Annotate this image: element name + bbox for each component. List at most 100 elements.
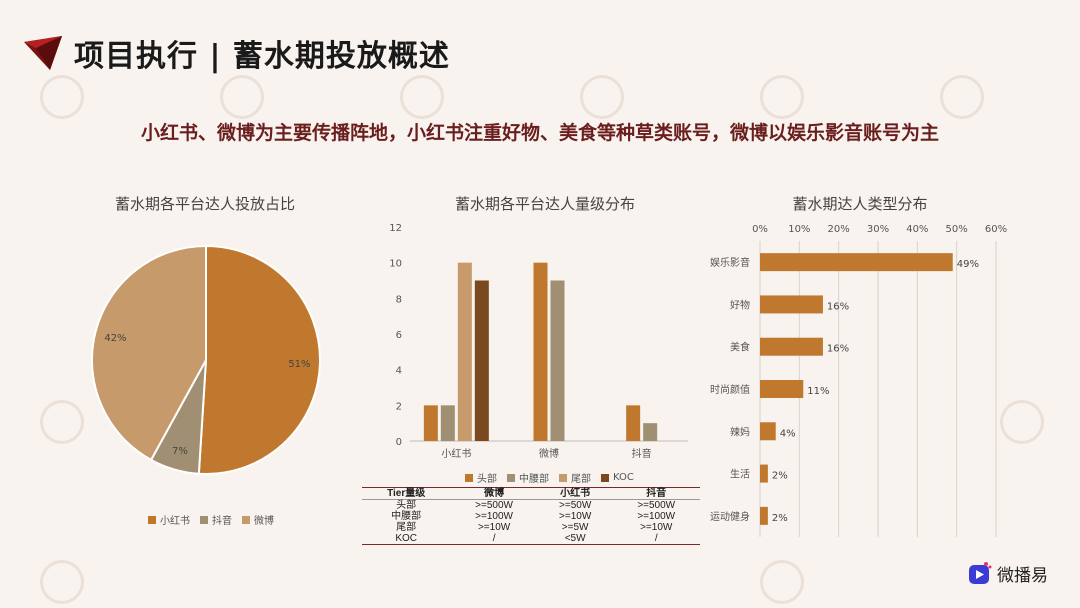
y-tick-label: 6 — [396, 330, 402, 341]
bar-legend: 头部 中腰部 尾部 KOC — [465, 470, 644, 485]
bar — [423, 405, 438, 441]
bar-value-label: 4% — [780, 428, 796, 439]
tier-cell: / — [612, 533, 700, 545]
tier-header-cell: 小红书 — [537, 487, 613, 500]
bar-value-label: 2% — [772, 513, 788, 524]
bar — [643, 423, 658, 441]
y-tick-label: 美食 — [730, 341, 750, 354]
tier-header-cell: Tier量级 — [362, 487, 451, 500]
legend-swatch — [559, 473, 567, 482]
legend-item: KOC — [601, 472, 634, 483]
tier-cell: >=500W — [475, 500, 513, 511]
pie-slice — [91, 244, 207, 462]
pie-value-label: 51% — [288, 359, 310, 370]
x-tick-label: 0% — [752, 224, 768, 235]
x-tick-label: 10% — [788, 224, 810, 235]
legend-item: 尾部 — [559, 470, 591, 485]
bar — [474, 280, 489, 441]
bar — [533, 262, 548, 441]
pie-value-label: 7% — [172, 446, 188, 457]
play-logo-icon — [969, 562, 992, 584]
watermark-icon — [40, 400, 84, 444]
x-tick-label: 30% — [867, 224, 889, 235]
watermark-icon — [940, 75, 984, 119]
watermark-icon — [220, 75, 264, 119]
y-tick-label: 时尚颜值 — [710, 383, 750, 396]
bar-value-label: 11% — [807, 386, 829, 397]
brand-logo: 微播易 — [967, 560, 1048, 586]
tier-header-cell: 微博 — [450, 487, 538, 500]
y-tick-label: 12 — [389, 223, 402, 234]
grouped-bar-chart: 0 2 4 6 8 10 12 小红书 微博 抖音 — [389, 223, 688, 460]
x-tick-label: 抖音 — [632, 447, 652, 460]
legend-item: 小红书 — [148, 512, 190, 527]
tier-cell: 头部 — [396, 500, 417, 511]
bar — [457, 262, 472, 441]
x-tick-label: 40% — [906, 224, 928, 235]
bar-value-label: 2% — [772, 471, 788, 482]
hbar-chart-title: 蓄水期达人类型分布 — [792, 195, 928, 213]
x-tick-label: 小红书 — [441, 447, 471, 460]
bar — [760, 380, 804, 398]
tier-cell: 尾部 — [396, 522, 417, 533]
table-row: 头部 >=500W >=50W >=500W — [362, 500, 700, 512]
legend-swatch — [507, 473, 515, 482]
bar-value-label: 49% — [957, 259, 979, 270]
pie-chart-title: 蓄水期各平台达人投放占比 — [114, 195, 295, 213]
tier-cell: >=50W — [559, 500, 592, 511]
pie-legend: 小红书 抖音 微博 — [148, 512, 284, 527]
pie-value-label: 42% — [104, 333, 126, 344]
tier-table: Tier量级 微博 小红书 抖音 头部 >=500W >=50W >=500W … — [362, 487, 700, 545]
watermark-icon — [1000, 400, 1044, 444]
legend-swatch — [242, 515, 250, 524]
horizontal-bar-chart: 0% 10% 20% 30% 40% 50% 60% 娱乐影音 49% 好物 16% 美食 16% 时尚颜… — [710, 224, 1007, 537]
y-tick-label: 娱乐影音 — [710, 256, 750, 269]
tier-cell: / — [450, 533, 538, 545]
triangle-logo-icon — [24, 36, 62, 70]
tier-cell: <5W — [537, 533, 613, 545]
legend-item: 头部 — [465, 470, 497, 485]
watermark-icon — [760, 560, 804, 604]
bar-value-label: 16% — [827, 301, 849, 312]
legend-item: 抖音 — [200, 512, 232, 527]
watermark-icon — [40, 75, 84, 119]
tier-cell: >=100W — [475, 511, 513, 522]
y-tick-label: 4 — [396, 366, 402, 377]
bar — [760, 253, 953, 272]
bar — [760, 295, 823, 314]
tier-header-cell: 抖音 — [612, 487, 700, 500]
legend-label: 尾部 — [571, 474, 591, 485]
legend-swatch — [601, 473, 609, 482]
bar-chart-title: 蓄水期各平台达人量级分布 — [454, 195, 635, 213]
pie-chart: 51% 7% 42% — [91, 244, 321, 475]
legend-label: 微博 — [254, 516, 274, 527]
legend-swatch — [148, 515, 156, 524]
watermark-icon — [580, 75, 624, 119]
bar — [760, 464, 768, 483]
table-row: KOC / <5W / — [362, 533, 700, 545]
legend-label: 抖音 — [212, 516, 232, 527]
brand-name: 微播易 — [997, 565, 1048, 586]
tier-cell: KOC — [362, 533, 451, 545]
y-tick-label: 好物 — [730, 298, 750, 311]
legend-label: 小红书 — [160, 516, 190, 527]
x-tick-label: 20% — [828, 224, 850, 235]
bar-value-label: 16% — [827, 344, 849, 355]
bar — [760, 506, 768, 525]
table-row: 尾部 >=10W >=5W >=10W — [362, 522, 700, 533]
bar — [760, 337, 823, 356]
title-bar: 项目执行 | 蓄水期投放概述 — [22, 28, 450, 78]
page-subtitle: 小红书、微博为主要传播阵地，小红书注重好物、美食等种草类账号，微博以娱乐影音账号… — [140, 122, 939, 144]
tier-cell: >=500W — [637, 500, 676, 511]
tier-table-header: Tier量级 微博 小红书 抖音 — [362, 487, 700, 500]
y-tick-label: 8 — [396, 294, 402, 305]
legend-label: KOC — [613, 472, 634, 483]
legend-item: 微博 — [242, 512, 274, 527]
tier-cell: >=10W — [477, 522, 511, 533]
tier-cell: >=10W — [640, 522, 673, 533]
y-tick-label: 10 — [389, 259, 402, 270]
y-tick-label: 辣妈 — [730, 425, 750, 438]
tier-cell: >=5W — [561, 522, 589, 533]
x-tick-label: 微博 — [539, 447, 559, 460]
tier-cell: >=10W — [559, 511, 592, 522]
